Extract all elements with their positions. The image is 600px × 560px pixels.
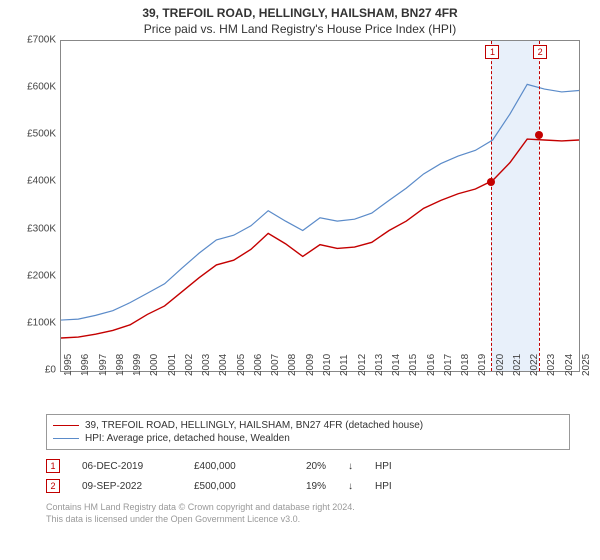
series-property xyxy=(61,139,579,338)
y-axis: £0£100K£200K£300K£400K£500K£600K£700K xyxy=(18,40,60,370)
x-tick-label: 2005 xyxy=(236,354,247,376)
x-tick-label: 2018 xyxy=(460,354,471,376)
event-marker-icon: 1 xyxy=(46,459,60,473)
event-marker-box: 1 xyxy=(485,45,499,59)
x-tick-label: 2006 xyxy=(253,354,264,376)
footnote: Contains HM Land Registry data © Crown c… xyxy=(46,502,570,525)
x-tick-label: 2025 xyxy=(581,354,592,376)
chart-area: £0£100K£200K£300K£400K£500K£600K£700K 12… xyxy=(18,40,578,410)
event-date: 09-SEP-2022 xyxy=(82,481,172,492)
x-tick-label: 2017 xyxy=(443,354,454,376)
legend-label: HPI: Average price, detached house, Weal… xyxy=(85,433,290,444)
y-tick-label: £700K xyxy=(16,35,60,46)
event-vs: HPI xyxy=(375,481,392,492)
x-tick-label: 1995 xyxy=(63,354,74,376)
x-tick-label: 2011 xyxy=(339,354,350,376)
chart-container: 39, TREFOIL ROAD, HELLINGLY, HAILSHAM, B… xyxy=(0,0,600,560)
x-axis: 1995199619971998199920002001200220032004… xyxy=(60,372,578,412)
x-tick-label: 2023 xyxy=(546,354,557,376)
x-tick-label: 1997 xyxy=(98,354,109,376)
event-date: 06-DEC-2019 xyxy=(82,461,172,472)
event-price: £400,000 xyxy=(194,461,284,472)
x-tick-label: 2016 xyxy=(426,354,437,376)
x-tick-label: 2014 xyxy=(391,354,402,376)
plot-region: 12 xyxy=(60,40,580,372)
event-dot-icon xyxy=(487,178,495,186)
y-tick-label: £100K xyxy=(16,317,60,328)
y-tick-label: £0 xyxy=(16,365,60,376)
x-tick-label: 2003 xyxy=(201,354,212,376)
x-tick-label: 2020 xyxy=(495,354,506,376)
arrow-down-icon: ↓ xyxy=(348,481,353,492)
event-vertical-line xyxy=(539,41,540,371)
legend-label: 39, TREFOIL ROAD, HELLINGLY, HAILSHAM, B… xyxy=(85,420,423,431)
x-tick-label: 2001 xyxy=(167,354,178,376)
series-hpi xyxy=(61,84,579,320)
x-tick-label: 2008 xyxy=(287,354,298,376)
x-tick-label: 2019 xyxy=(477,354,488,376)
event-vertical-line xyxy=(491,41,492,371)
event-vs: HPI xyxy=(375,461,392,472)
y-tick-label: £200K xyxy=(16,270,60,281)
x-tick-label: 2021 xyxy=(512,354,523,376)
chart-title: 39, TREFOIL ROAD, HELLINGLY, HAILSHAM, B… xyxy=(0,0,600,20)
event-marker-box: 2 xyxy=(533,45,547,59)
x-tick-label: 2013 xyxy=(374,354,385,376)
plot-svg xyxy=(61,41,579,371)
x-tick-label: 2002 xyxy=(184,354,195,376)
event-row: 2 09-SEP-2022 £500,000 19% ↓ HPI xyxy=(46,476,570,496)
x-tick-label: 2004 xyxy=(218,354,229,376)
y-tick-label: £300K xyxy=(16,223,60,234)
legend-swatch-icon xyxy=(53,438,79,439)
x-tick-label: 1996 xyxy=(80,354,91,376)
event-marker-icon: 2 xyxy=(46,479,60,493)
event-pct: 19% xyxy=(306,481,326,492)
x-tick-label: 2015 xyxy=(408,354,419,376)
legend-item: 39, TREFOIL ROAD, HELLINGLY, HAILSHAM, B… xyxy=(53,419,563,432)
event-pct: 20% xyxy=(306,461,326,472)
y-tick-label: £600K xyxy=(16,82,60,93)
footnote-line: Contains HM Land Registry data © Crown c… xyxy=(46,502,570,514)
events-table: 1 06-DEC-2019 £400,000 20% ↓ HPI 2 09-SE… xyxy=(46,456,570,496)
x-tick-label: 2022 xyxy=(529,354,540,376)
x-tick-label: 1999 xyxy=(132,354,143,376)
legend: 39, TREFOIL ROAD, HELLINGLY, HAILSHAM, B… xyxy=(46,414,570,450)
event-dot-icon xyxy=(535,131,543,139)
y-tick-label: £400K xyxy=(16,176,60,187)
arrow-down-icon: ↓ xyxy=(348,461,353,472)
legend-swatch-icon xyxy=(53,425,79,426)
x-tick-label: 2007 xyxy=(270,354,281,376)
x-tick-label: 2012 xyxy=(357,354,368,376)
x-tick-label: 2009 xyxy=(305,354,316,376)
chart-subtitle: Price paid vs. HM Land Registry's House … xyxy=(0,20,600,40)
footnote-line: This data is licensed under the Open Gov… xyxy=(46,514,570,526)
x-tick-label: 2010 xyxy=(322,354,333,376)
x-tick-label: 2024 xyxy=(564,354,575,376)
legend-item: HPI: Average price, detached house, Weal… xyxy=(53,432,563,445)
event-price: £500,000 xyxy=(194,481,284,492)
y-tick-label: £500K xyxy=(16,129,60,140)
x-tick-label: 1998 xyxy=(115,354,126,376)
x-tick-label: 2000 xyxy=(149,354,160,376)
event-row: 1 06-DEC-2019 £400,000 20% ↓ HPI xyxy=(46,456,570,476)
